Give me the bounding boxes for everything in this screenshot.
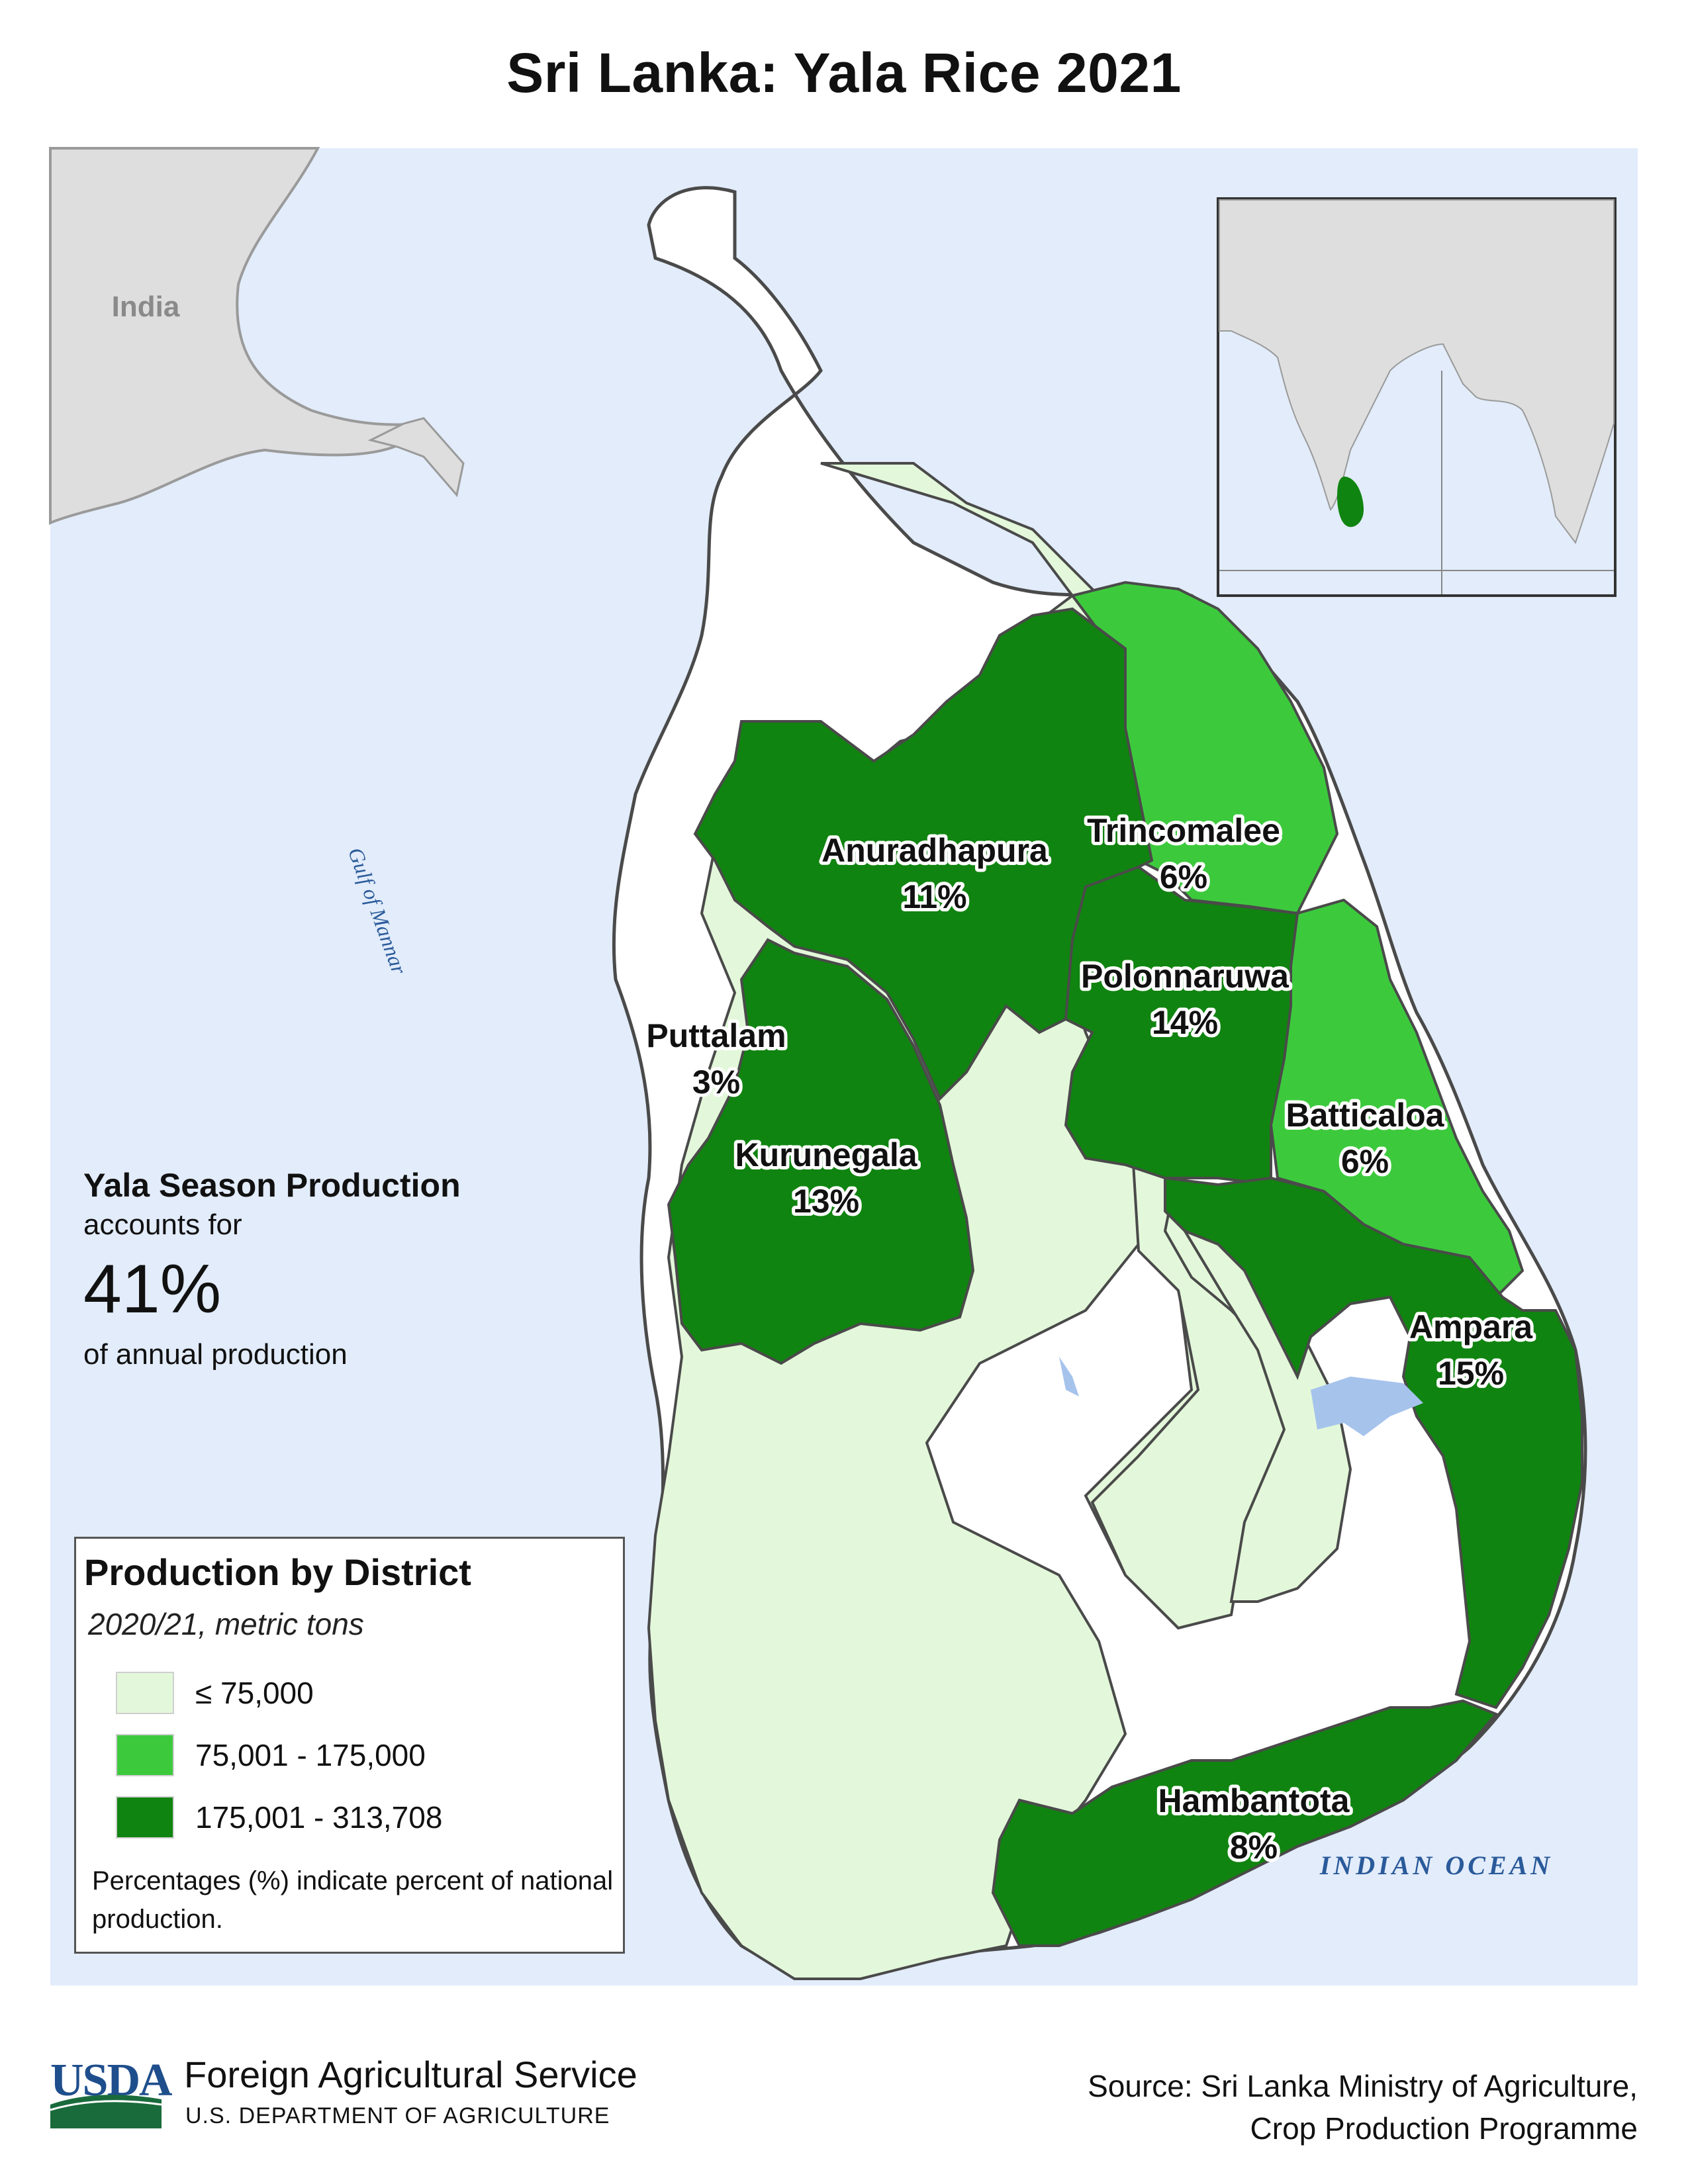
- district-name-label: Trincomalee: [1087, 812, 1280, 849]
- stat-heading: Yala Season Production: [83, 1167, 461, 1204]
- legend: Production by District 2020/21, metric t…: [74, 1537, 625, 1954]
- legend-swatch: [116, 1672, 174, 1714]
- source-note: Source: Sri Lanka Ministry of Agricultur…: [1088, 2065, 1638, 2150]
- district-name-label: Batticaloa: [1286, 1097, 1445, 1134]
- legend-swatch: [116, 1734, 174, 1776]
- district-share-label: 6%: [1160, 858, 1207, 895]
- district-hambantota: [991, 1699, 1499, 1947]
- legend-subtitle: 2020/21, metric tons: [88, 1607, 364, 1641]
- legend-item: 175,001 - 313,708: [116, 1796, 442, 1839]
- adams-bridge-shoals: [367, 417, 465, 498]
- india-label: India: [112, 291, 180, 323]
- legend-item-label: 75,001 - 175,000: [195, 1738, 426, 1772]
- district-name-label: Puttalam: [646, 1017, 786, 1054]
- department-name: U.S. DEPARTMENT OF AGRICULTURE: [185, 2103, 610, 2128]
- district-share-label: 14%: [1152, 1004, 1218, 1041]
- district-name-label: Anuradhapura: [821, 832, 1049, 869]
- inset-sri-lanka: [1337, 477, 1364, 527]
- district-share-label: 11%: [902, 878, 966, 915]
- district-kurunegala: [667, 938, 975, 1365]
- reservoir-east: [1311, 1377, 1423, 1436]
- source-line-1: Source: Sri Lanka Ministry of Agricultur…: [1088, 2069, 1638, 2103]
- stat-pre: accounts for: [83, 1208, 242, 1241]
- district-ampara: [1164, 1176, 1583, 1709]
- stat-post: of annual production: [83, 1338, 348, 1371]
- agency-name: Foreign Agricultural Service: [184, 2054, 637, 2095]
- inset-asia-landmass: [1219, 199, 1615, 545]
- locator-inset: [1217, 197, 1617, 597]
- source-line-2: Crop Production Programme: [1250, 2111, 1638, 2146]
- map-title: Sri Lanka: Yala Rice 2021: [506, 42, 1182, 104]
- district-name-label: Ampara: [1409, 1308, 1533, 1345]
- district-name-label: Polonnaruwa: [1081, 958, 1289, 995]
- legend-note: Percentages (%) indicate percent of nati…: [92, 1866, 614, 1934]
- legend-item: 75,001 - 175,000: [116, 1733, 426, 1777]
- reservoir-central: [1059, 1357, 1079, 1396]
- district-share-label: 3%: [692, 1064, 740, 1101]
- stat-value: 41%: [83, 1251, 222, 1328]
- district-name-label: Hambantota: [1158, 1782, 1350, 1819]
- usda-logo-swoosh: [50, 2095, 162, 2128]
- district-share-label: 6%: [1341, 1143, 1389, 1180]
- season-share-panel: Yala Season Production accounts for 41% …: [83, 1166, 461, 1371]
- district-share-label: 13%: [793, 1183, 859, 1220]
- ocean-label: INDIAN OCEAN: [1319, 1850, 1553, 1880]
- legend-item-label: ≤ 75,000: [195, 1676, 314, 1710]
- legend-item: ≤ 75,000: [116, 1671, 314, 1715]
- district-share-label: 8%: [1230, 1829, 1278, 1866]
- legend-swatch: [116, 1796, 174, 1839]
- district-name-label: Kurunegala: [735, 1136, 917, 1173]
- district-share-label: 15%: [1438, 1355, 1504, 1392]
- legend-item-label: 175,001 - 313,708: [195, 1800, 443, 1835]
- legend-title: Production by District: [84, 1551, 471, 1593]
